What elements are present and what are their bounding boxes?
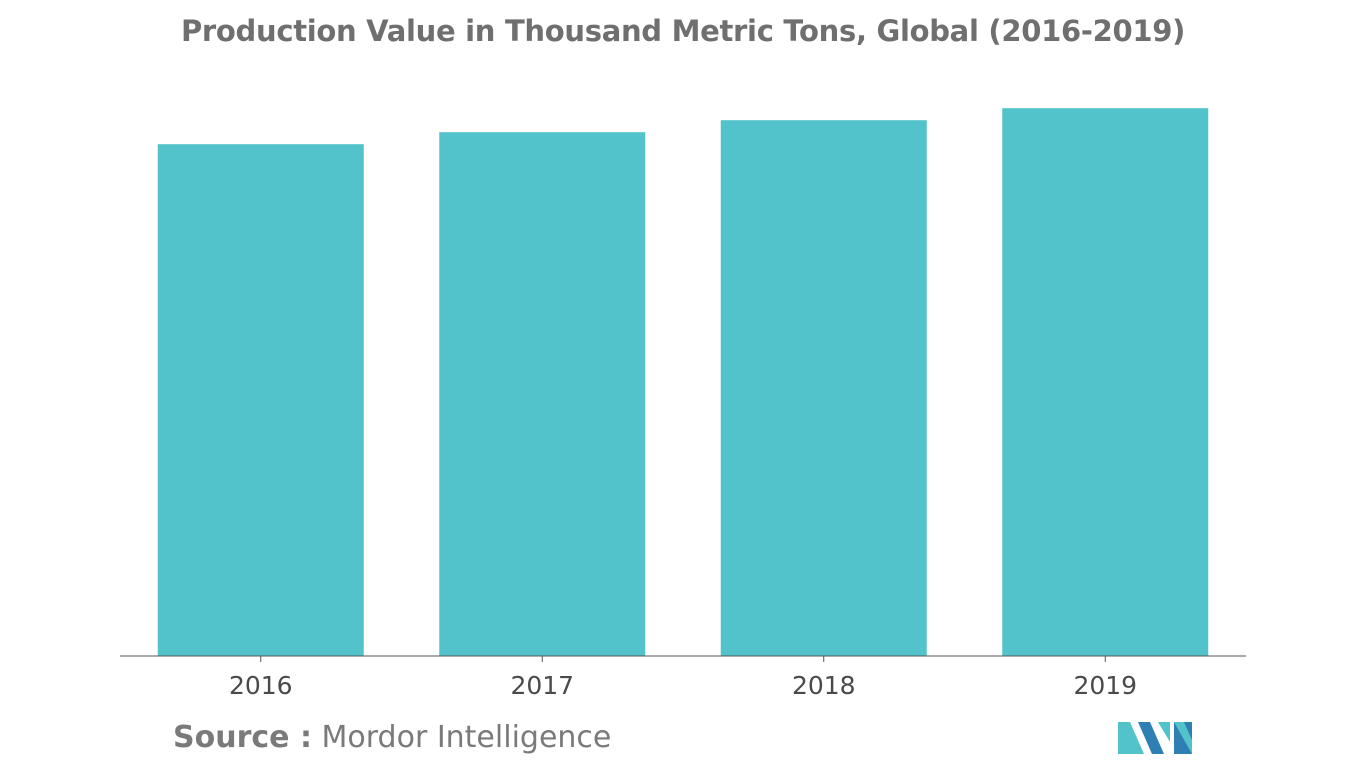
source-note: Source : Mordor Intelligence [173,720,611,755]
x-tick-label-2019: 2019 [1073,671,1137,700]
source-label: Source : [173,720,312,755]
logo-middle-shape [1138,722,1164,754]
logo-right-accent [1158,722,1170,742]
x-tick-label-2017: 2017 [510,671,574,700]
x-ticks-layer [260,656,1106,662]
bar-2018 [720,120,927,656]
x-tick-label-2018: 2018 [792,671,856,700]
logo-left-shape [1118,722,1144,754]
bar-2017 [439,132,646,656]
bars-layer [157,108,1209,656]
bar-2016 [157,144,364,656]
x-tick-labels-layer: 2016 2017 2018 2019 [229,671,1137,700]
x-tick-label-2016: 2016 [229,671,293,700]
bar-2019 [1002,108,1209,656]
chart-title: Production Value in Thousand Metric Tons… [180,14,1186,48]
mordor-intelligence-logo-icon [1118,722,1192,754]
source-text: Mordor Intelligence [321,720,612,755]
logo-right-cut [1174,722,1192,754]
